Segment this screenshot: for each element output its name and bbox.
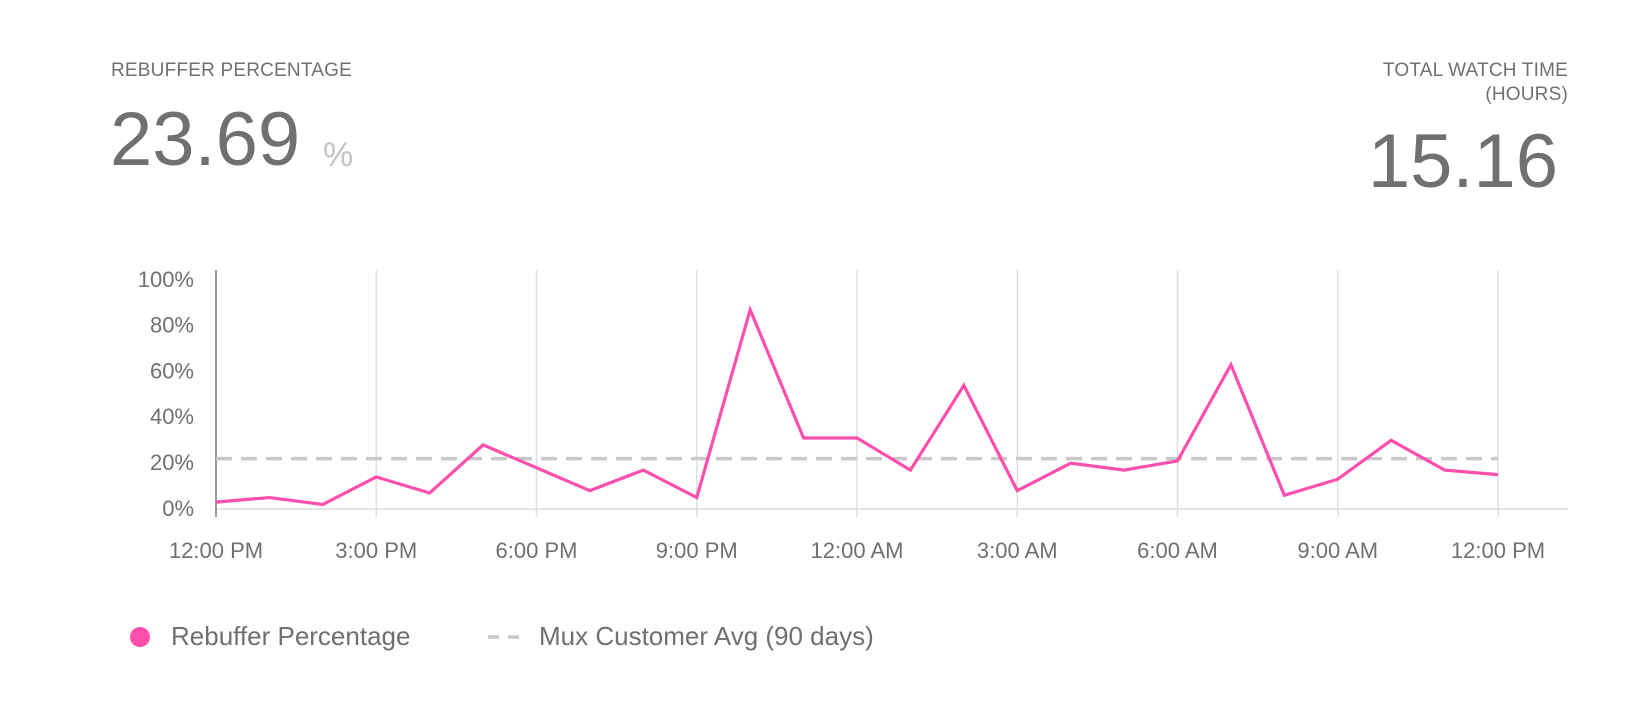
metric-value: 23.69 — [110, 97, 301, 182]
x-tick-label: 12:00 AM — [811, 538, 904, 563]
legend-marker — [130, 627, 150, 647]
data-line — [215, 304, 1499, 507]
y-tick-label: 20% — [150, 450, 194, 475]
metric-label: (HOURS) — [1485, 84, 1568, 105]
x-tick-label: 6:00 PM — [496, 538, 578, 563]
legend-label: Mux Customer Avg (90 days) — [539, 621, 874, 651]
x-tick-label: 9:00 PM — [656, 538, 738, 563]
y-tick-label: 100% — [138, 267, 194, 292]
y-tick-label: 60% — [150, 358, 194, 383]
x-tick-label: 6:00 AM — [1137, 538, 1218, 563]
metric-value: 15.16 — [1367, 119, 1558, 204]
legend-label: Rebuffer Percentage — [171, 621, 410, 651]
metric-label: REBUFFER PERCENTAGE — [111, 60, 352, 81]
x-tick-label: 9:00 AM — [1297, 538, 1378, 563]
y-tick-label: 80% — [150, 313, 194, 338]
y-tick-label: 0% — [162, 496, 194, 521]
x-tick-label: 12:00 PM — [169, 538, 263, 563]
x-tick-label: 12:00 PM — [1451, 538, 1545, 563]
metric-label: TOTAL WATCH TIME — [1382, 60, 1568, 81]
x-tick-label: 3:00 AM — [977, 538, 1058, 563]
y-tick-label: 40% — [150, 404, 194, 429]
metric-unit: % — [323, 136, 354, 174]
x-tick-label: 3:00 PM — [335, 538, 417, 563]
